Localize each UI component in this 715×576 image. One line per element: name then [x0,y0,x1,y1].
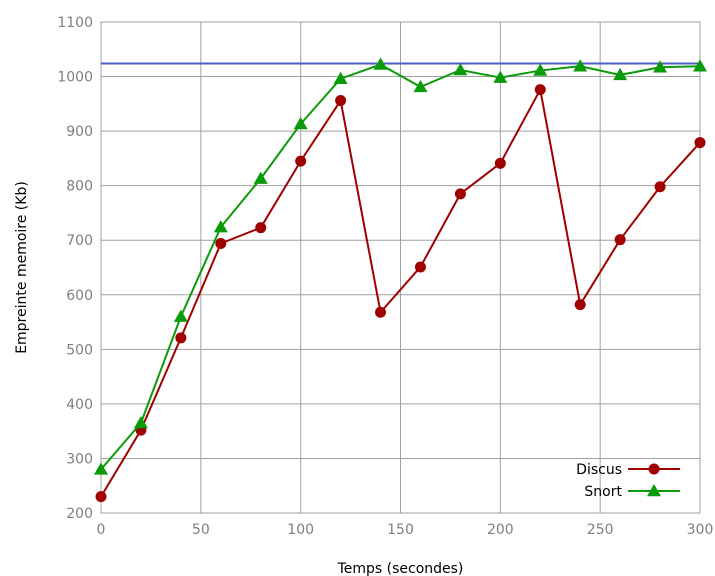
series-discus [95,84,706,503]
data-point-snort [373,57,388,70]
data-point-snort [413,79,428,93]
data-point-snort [253,171,268,184]
x-tick-label: 150 [387,522,414,538]
legend-label: Snort [584,484,622,500]
data-point-snort [653,60,668,73]
data-point-snort [613,67,628,81]
y-tick-label: 500 [66,342,93,358]
x-tick-label: 50 [192,522,210,538]
data-point-snort [453,63,468,76]
data-point-snort [293,117,308,130]
data-point-snort [213,220,228,233]
series-group [94,57,707,503]
data-point-discus [534,84,546,96]
y-axis-label: Empreinte memoire (Kb) [14,181,30,354]
series-snort [94,57,707,475]
x-tick-label: 0 [97,522,106,538]
data-point-discus [335,95,347,107]
y-tick-label: 800 [66,179,93,195]
y-tick-label: 1100 [57,15,93,31]
data-point-discus [255,222,267,234]
grid-lines [100,21,701,514]
data-point-discus [375,306,387,318]
x-tick-label: 100 [287,522,314,538]
x-tick-label: 300 [687,522,714,538]
data-point-snort [693,59,707,72]
legend-label: Discus [576,462,622,478]
data-point-discus [694,137,706,149]
data-point-discus [414,261,426,273]
data-point-discus [654,181,666,193]
data-point-snort [493,70,508,83]
x-tick-label: 200 [487,522,514,538]
tick-labels: 0 50 100 150 200 250 300 200 300 400 500 600 700 800 9… [57,15,713,538]
legend-item-discus: Discus [576,462,680,478]
series-line-snort [100,63,701,471]
data-point-snort [94,462,108,475]
y-tick-label: 600 [66,288,93,304]
data-point-snort [533,63,548,76]
legend-item-snort: Snort [584,484,680,500]
legend-marker [648,463,660,475]
y-tick-label: 200 [66,506,93,522]
y-tick-label: 900 [66,124,93,140]
y-tick-label: 1000 [57,70,93,86]
x-tick-label: 250 [587,522,614,538]
legend: Discus Snort [576,462,680,500]
data-point-discus [494,157,506,169]
data-point-snort [573,59,588,72]
data-point-discus [574,299,586,311]
data-point-discus [614,234,626,246]
data-point-discus [175,332,187,344]
series-line-discus [100,86,701,498]
x-axis-label: Temps (secondes) [337,561,464,576]
data-point-snort [173,309,188,322]
data-point-discus [454,188,466,200]
data-point-discus [215,237,227,249]
data-point-snort [133,415,148,429]
y-tick-label: 700 [66,233,93,249]
data-point-snort [333,71,348,84]
legend-marker [647,484,661,497]
data-point-discus [95,491,107,503]
y-tick-label: 300 [66,451,93,467]
y-tick-label: 400 [66,397,93,413]
data-point-discus [295,155,307,167]
